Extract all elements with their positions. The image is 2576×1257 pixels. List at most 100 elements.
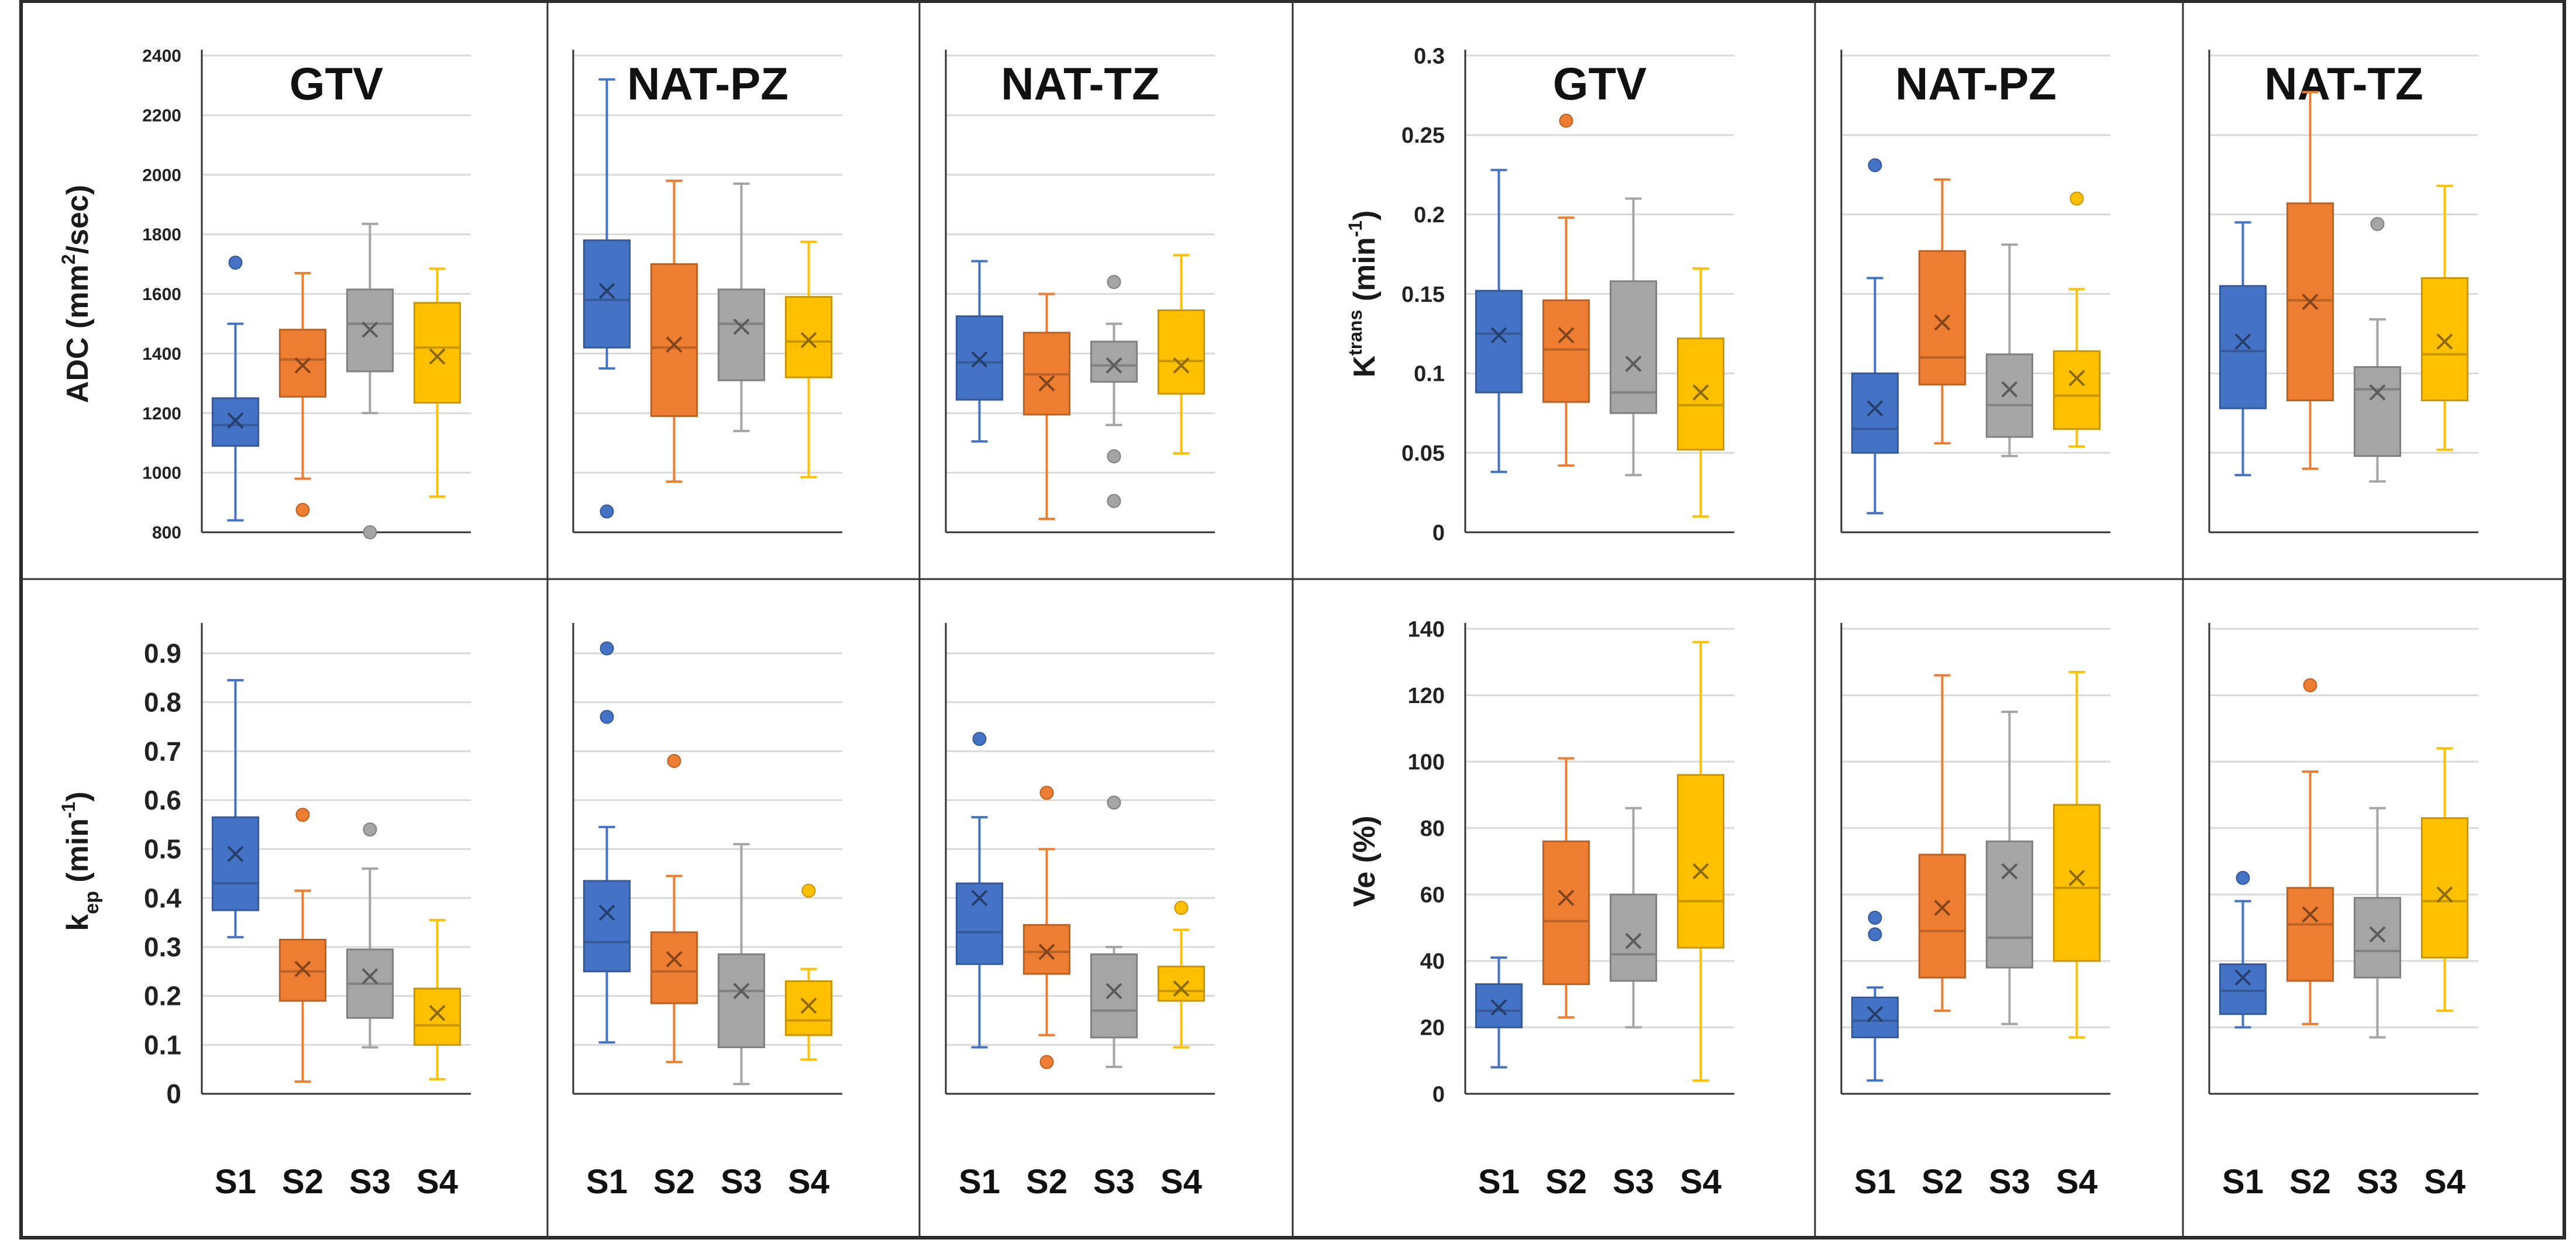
mean-marker xyxy=(733,318,750,335)
y-tick-label: 0.8 xyxy=(144,687,181,718)
y-tick-label: 800 xyxy=(152,524,181,543)
mean-marker xyxy=(2068,869,2085,886)
y-axis-label-sup: 2 xyxy=(58,254,79,264)
y-axis-label-main: k xyxy=(61,914,95,931)
box-S4 xyxy=(2420,747,2469,1013)
box-iqr xyxy=(1157,965,1206,1002)
box-S1 xyxy=(2219,870,2267,1029)
x-tick-label: S2 xyxy=(282,1163,323,1201)
box-iqr xyxy=(413,302,462,404)
mean-marker xyxy=(1692,384,1709,401)
mean-marker xyxy=(2302,294,2319,311)
box-iqr xyxy=(1090,340,1138,383)
y-tick-label: 0.1 xyxy=(1414,362,1445,387)
mean-marker xyxy=(1038,375,1055,392)
mean-marker xyxy=(2234,969,2251,986)
y-axis-label: Ktrans (min-1) xyxy=(1345,211,1382,378)
box-iqr xyxy=(211,816,260,911)
box-iqr xyxy=(1475,983,1523,1028)
box-iqr xyxy=(2219,285,2267,409)
box-S2 xyxy=(1022,786,1071,1069)
mean-marker xyxy=(1173,980,1190,997)
x-tick-label: S2 xyxy=(653,1163,695,1201)
box-S1 xyxy=(583,78,631,519)
mean-marker xyxy=(598,283,615,299)
mean-marker xyxy=(227,412,244,429)
box-iqr xyxy=(583,239,631,349)
x-tick-label: S1 xyxy=(215,1163,256,1201)
y-tick-label: 1800 xyxy=(142,225,181,244)
mean-marker xyxy=(429,348,446,365)
y-tick-label: 60 xyxy=(1420,883,1445,908)
y-tick-label: 1600 xyxy=(142,285,181,304)
mean-marker xyxy=(429,1004,446,1021)
box-iqr xyxy=(1918,250,1967,385)
box-S1 xyxy=(1475,168,1523,473)
x-tick-label: S1 xyxy=(586,1163,628,1201)
outlier-point xyxy=(363,525,377,539)
box-S2 xyxy=(650,753,698,1063)
box-S4 xyxy=(413,267,462,498)
x-tick-label: S2 xyxy=(1921,1163,1963,1201)
box-S2 xyxy=(2286,91,2334,470)
box-S1 xyxy=(955,260,1004,443)
mean-marker xyxy=(227,846,244,862)
y-tick-label: 1200 xyxy=(142,404,181,423)
box-S4 xyxy=(1157,254,1206,455)
mean-marker xyxy=(1558,890,1575,906)
x-tick-label: S3 xyxy=(1093,1163,1135,1201)
box-S4 xyxy=(413,918,462,1080)
y-tick-label: 2200 xyxy=(142,106,181,125)
y-tick-label: 0.1 xyxy=(144,1029,181,1060)
x-tick-label: S2 xyxy=(1545,1163,1587,1201)
mean-marker xyxy=(1934,314,1951,331)
outlier-point xyxy=(1559,113,1573,128)
box-S1 xyxy=(211,256,260,522)
x-tick-label: S4 xyxy=(2056,1163,2098,1201)
y-tick-label: 20 xyxy=(1420,1016,1445,1041)
mean-marker xyxy=(800,997,817,1014)
box-iqr xyxy=(2353,366,2402,457)
y-tick-label: 120 xyxy=(1408,684,1445,708)
y-tick-label: 0.2 xyxy=(144,981,181,1011)
x-tick-label: S3 xyxy=(2357,1163,2398,1201)
x-tick-label: S3 xyxy=(1613,1163,1654,1201)
outlier-point xyxy=(1039,786,1054,800)
box-iqr xyxy=(278,329,327,398)
box-iqr xyxy=(1918,853,1967,979)
outlier-point xyxy=(295,502,310,517)
box-S1 xyxy=(1475,956,1523,1069)
panel-title: GTV xyxy=(290,58,383,109)
box-S1 xyxy=(2219,221,2267,477)
mean-marker xyxy=(1692,863,1709,880)
outlier-point xyxy=(600,504,614,519)
outlier-point xyxy=(1107,494,1121,508)
y-tick-label: 100 xyxy=(1408,750,1445,774)
box-S3 xyxy=(1609,197,1658,477)
mean-marker xyxy=(361,321,378,338)
outlier-point xyxy=(363,822,377,837)
mean-marker xyxy=(800,332,817,349)
x-tick-label: S3 xyxy=(349,1163,391,1201)
x-tick-label: S1 xyxy=(1854,1163,1896,1201)
mean-marker xyxy=(971,890,988,907)
outlier-point xyxy=(1107,449,1121,464)
y-axis-label: ADC (mm2/sec) xyxy=(58,185,95,403)
panel-title: NAT-PZ xyxy=(627,58,788,109)
y-tick-label: 0.5 xyxy=(144,834,181,865)
box-S2 xyxy=(1022,292,1071,521)
x-tick-label: S4 xyxy=(1160,1163,1202,1201)
mean-marker xyxy=(666,336,683,353)
y-axis-label-main: ADC (mm xyxy=(61,264,95,403)
y-axis-label-sup2: -1 xyxy=(1345,221,1366,237)
box-iqr xyxy=(717,953,766,1048)
y-axis-label-tail: (min xyxy=(1348,237,1382,309)
box-S4 xyxy=(784,240,833,478)
box-S4 xyxy=(2052,670,2101,1039)
box-iqr xyxy=(1985,840,2034,969)
outlier-point xyxy=(600,641,614,656)
outlier-point xyxy=(1868,911,1882,925)
box-iqr xyxy=(717,288,766,381)
box-S2 xyxy=(650,179,698,483)
box-S3 xyxy=(1985,710,2034,1025)
